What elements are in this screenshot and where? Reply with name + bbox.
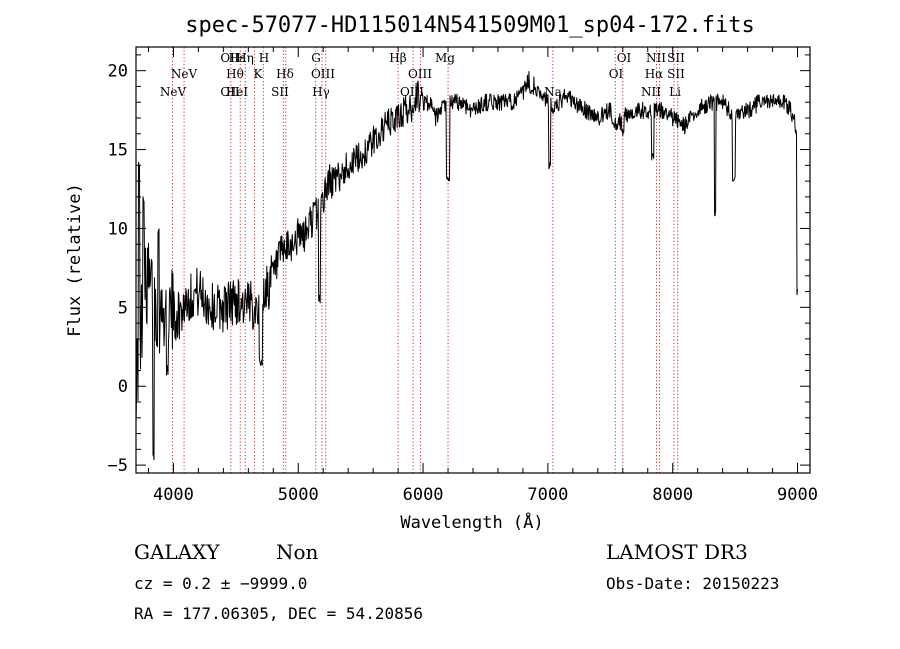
x-tick-label: 4000 xyxy=(153,485,194,505)
line-label: SII xyxy=(667,51,685,65)
spectrum-series xyxy=(135,71,798,461)
line-label: Hε xyxy=(229,51,246,65)
y-tick-label: 15 xyxy=(108,141,128,161)
chart-title: spec-57077-HD115014N541509M01_sp04-172.f… xyxy=(185,13,755,38)
line-label: OIII xyxy=(311,67,335,81)
line-label: NII xyxy=(641,85,661,99)
line-label: Hγ xyxy=(312,85,330,99)
line-label: OI xyxy=(617,51,632,65)
spectrum-line xyxy=(135,71,798,461)
x-tick-label: 7000 xyxy=(527,485,568,505)
line-label: OIII xyxy=(408,67,432,81)
redshift-cz: cz = 0.2 ± −9999.0 xyxy=(134,574,307,593)
x-axis: 4000 5000 6000 7000 8000 9000 xyxy=(147,47,818,505)
line-label: H xyxy=(259,51,269,65)
line-label: Na xyxy=(544,85,562,99)
line-label: Li xyxy=(669,85,681,99)
line-label: Hθ xyxy=(226,67,244,81)
y-tick-label: 5 xyxy=(118,298,128,318)
y-tick-label: 0 xyxy=(118,377,128,397)
line-label: Hβ xyxy=(389,51,406,65)
y-tick-label: −5 xyxy=(108,456,128,476)
x-tick-label: 8000 xyxy=(652,485,693,505)
line-label: HeI xyxy=(226,85,249,99)
object-subclass: Non xyxy=(276,540,319,564)
y-axis: −5 0 5 10 15 20 xyxy=(108,54,810,476)
line-label: Hδ xyxy=(276,67,294,81)
object-class: GALAXY xyxy=(134,540,220,564)
x-tick-label: 9000 xyxy=(777,485,818,505)
y-tick-label: 10 xyxy=(108,219,128,239)
line-label: Hη xyxy=(236,51,254,65)
ra-dec-coordinates: RA = 177.06305, DEC = 54.20856 xyxy=(134,604,423,623)
line-label: NeV xyxy=(171,67,198,81)
line-label: NII xyxy=(646,51,666,65)
line-label: Mg xyxy=(435,51,455,65)
line-label: G xyxy=(311,51,321,65)
x-tick-label: 5000 xyxy=(278,485,319,505)
line-label: OII xyxy=(220,85,240,99)
y-tick-label: 20 xyxy=(108,62,128,82)
line-label: SII xyxy=(271,85,289,99)
x-tick-label: 6000 xyxy=(403,485,444,505)
observation-date: Obs-Date: 20150223 xyxy=(606,574,779,593)
line-label: K xyxy=(254,67,264,81)
survey-name: LAMOST DR3 xyxy=(606,540,748,564)
x-axis-label: Wavelength (Å) xyxy=(400,511,543,533)
line-label: OII xyxy=(220,51,240,65)
line-label: Hα xyxy=(645,67,664,81)
line-label: NeV xyxy=(160,85,187,99)
y-axis-label: Flux (relative) xyxy=(65,183,85,337)
line-label: OI xyxy=(609,67,624,81)
line-label: SII xyxy=(667,67,685,81)
